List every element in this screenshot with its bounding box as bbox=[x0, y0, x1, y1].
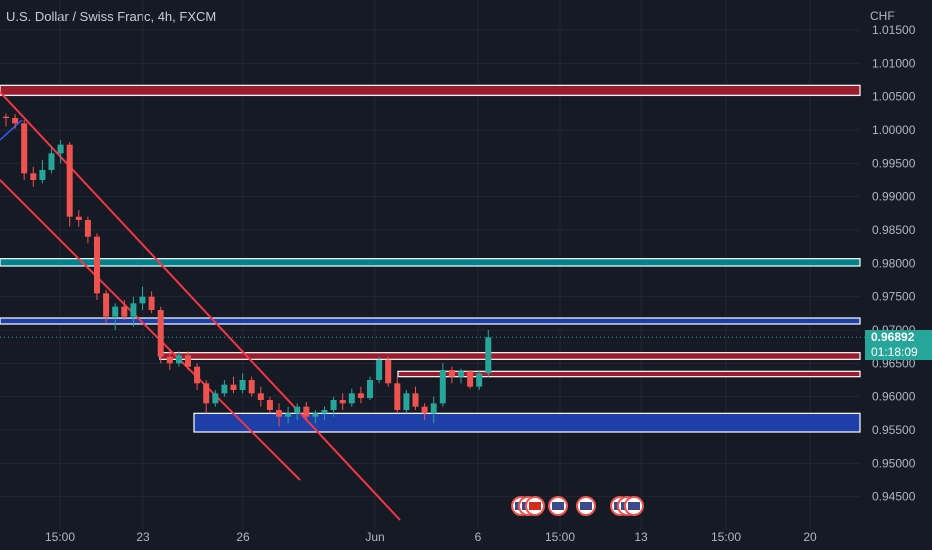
candle-body bbox=[485, 337, 492, 374]
candle-body bbox=[330, 400, 337, 410]
candle-body bbox=[321, 410, 328, 414]
candle-body bbox=[130, 303, 137, 317]
candle-body bbox=[476, 373, 483, 387]
candle-body bbox=[21, 123, 28, 174]
candle-body bbox=[39, 170, 46, 180]
currency-label: CHF bbox=[870, 9, 895, 23]
candle-body bbox=[30, 173, 37, 180]
zone-rect bbox=[0, 317, 861, 325]
candle-body bbox=[348, 393, 355, 404]
x-tick-label: 13 bbox=[634, 530, 648, 544]
candle-body bbox=[248, 380, 255, 394]
x-tick-label: Jun bbox=[365, 530, 384, 544]
candle-body bbox=[257, 393, 264, 400]
x-tick-label: 20 bbox=[803, 530, 817, 544]
candle-body bbox=[394, 383, 401, 410]
ch-flag-icon bbox=[529, 502, 541, 510]
last-price-value: 0.96892 bbox=[871, 330, 915, 345]
candle-body bbox=[203, 383, 210, 404]
y-tick-label: 0.94500 bbox=[872, 490, 916, 504]
x-tick-label: 15:00 bbox=[545, 530, 575, 544]
y-tick-label: 1.00500 bbox=[872, 90, 916, 104]
candle-body bbox=[3, 116, 9, 118]
us-flag-icon bbox=[628, 502, 640, 510]
last-price-label: 0.96892 01:18:09 bbox=[865, 330, 932, 361]
candle-body bbox=[303, 406, 310, 417]
x-tick-label: 23 bbox=[136, 530, 150, 544]
x-tick-label: 26 bbox=[236, 530, 250, 544]
y-tick-label: 1.01500 bbox=[872, 23, 916, 37]
candle-body bbox=[230, 384, 237, 390]
candle-body bbox=[448, 370, 455, 377]
candle-body bbox=[12, 118, 19, 124]
us-flag-icon bbox=[580, 502, 592, 510]
y-tick-label: 0.98500 bbox=[872, 223, 916, 237]
candle-body bbox=[385, 360, 392, 384]
candle-body bbox=[430, 403, 437, 414]
candle-body bbox=[421, 406, 428, 414]
candle-body bbox=[312, 413, 319, 417]
candle-body bbox=[458, 371, 464, 377]
zone-rect bbox=[193, 412, 861, 433]
y-tick-label: 1.01000 bbox=[872, 56, 916, 70]
candle-body bbox=[175, 355, 182, 364]
zone-rect bbox=[0, 84, 861, 96]
candle-body bbox=[403, 393, 410, 410]
candle-body bbox=[194, 366, 201, 384]
candle-body bbox=[57, 144, 64, 154]
candle-body bbox=[84, 220, 91, 237]
candle-body bbox=[412, 393, 419, 407]
candle-body bbox=[139, 296, 146, 304]
y-tick-label: 0.95000 bbox=[872, 456, 916, 470]
candle-body bbox=[266, 400, 273, 410]
candle-body bbox=[467, 371, 474, 387]
candle-body bbox=[285, 413, 292, 417]
candle-body bbox=[103, 293, 110, 317]
y-tick-label: 1.00000 bbox=[872, 123, 916, 137]
candle-body bbox=[221, 384, 228, 394]
channel-line-lower bbox=[0, 179, 301, 481]
candle-body bbox=[157, 310, 164, 357]
chart-title: U.S. Dollar / Swiss Franc, 4h, FXCM bbox=[6, 9, 217, 24]
y-tick-label: 0.99000 bbox=[872, 190, 916, 204]
candle-body bbox=[75, 216, 82, 220]
y-tick-label: 0.96000 bbox=[872, 390, 916, 404]
candle-body bbox=[439, 370, 446, 404]
candle-body bbox=[367, 380, 373, 398]
candle-body bbox=[294, 406, 301, 414]
x-tick-label: 15:00 bbox=[45, 530, 75, 544]
candle-body bbox=[239, 380, 246, 390]
candle-body bbox=[166, 356, 173, 364]
candle-body bbox=[148, 296, 155, 310]
y-tick-label: 0.98000 bbox=[872, 256, 916, 270]
countdown-timer: 01:18:09 bbox=[871, 345, 918, 360]
candle-body bbox=[339, 400, 346, 404]
zone-rect bbox=[0, 258, 861, 267]
y-tick-label: 0.95500 bbox=[872, 423, 916, 437]
us-flag-icon bbox=[552, 502, 564, 510]
channel-line-upper bbox=[0, 91, 401, 521]
zone-rect bbox=[159, 352, 861, 360]
candle-body bbox=[94, 236, 100, 294]
trend-line bbox=[0, 119, 23, 141]
zone-rect bbox=[397, 370, 861, 378]
x-tick-label: 15:00 bbox=[711, 530, 741, 544]
x-tick-label: 6 bbox=[475, 530, 482, 544]
candle-body bbox=[66, 144, 73, 217]
candle-body bbox=[121, 306, 128, 317]
candle-body bbox=[276, 410, 282, 417]
candle-body bbox=[212, 393, 219, 404]
candle-body bbox=[48, 153, 55, 170]
candle-body bbox=[185, 355, 191, 367]
y-tick-label: 0.99500 bbox=[872, 156, 916, 170]
candle-body bbox=[112, 306, 119, 317]
candle-body bbox=[357, 393, 364, 398]
candle-body bbox=[376, 360, 383, 380]
y-tick-label: 0.97500 bbox=[872, 290, 916, 304]
